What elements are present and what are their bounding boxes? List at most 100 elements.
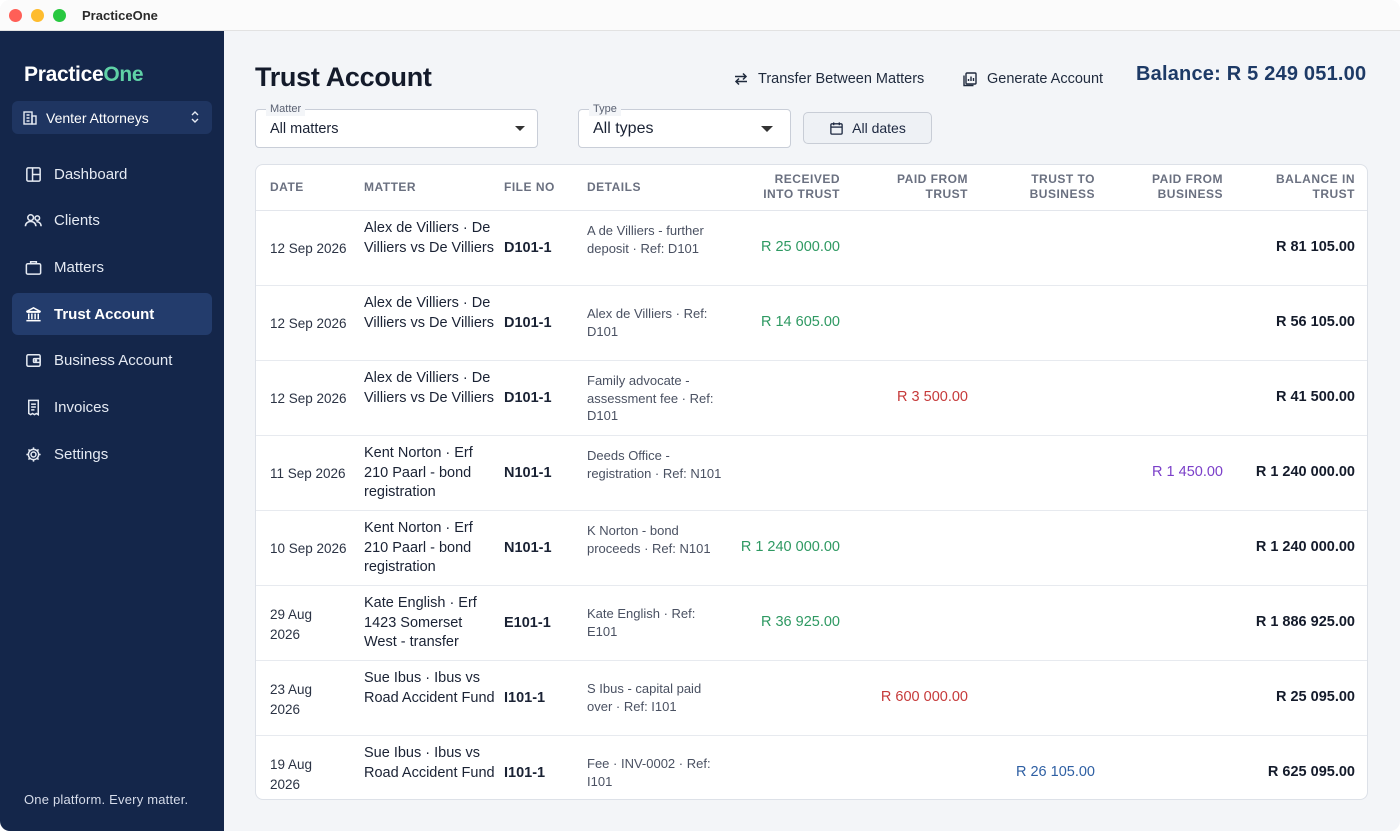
table-row[interactable]: 12 Sep 2026 Alex de Villiers · De Villie… — [256, 361, 1367, 436]
building-icon — [23, 110, 37, 125]
row-received-into-trust: R 14 605.00 — [760, 314, 840, 330]
sidebar-item-settings[interactable]: Settings — [12, 433, 212, 475]
row-balance-in-trust: R 625 095.00 — [1267, 764, 1355, 780]
generate-account-button[interactable]: Generate Account — [962, 71, 1103, 87]
row-balance-in-trust: R 81 105.00 — [1275, 239, 1355, 255]
receipt-icon — [27, 399, 40, 416]
date-filter-button[interactable]: All dates — [803, 112, 932, 144]
trust-transactions-table: DATE MATTER FILE NO DETAILS RECEIVED INTO… — [255, 164, 1368, 800]
row-paid-from-trust: R 600 000.00 — [880, 689, 968, 705]
trust-balance: Balance: R 5 249 051.00 — [1136, 63, 1367, 85]
row-file-no: N101-1 — [504, 465, 552, 481]
row-date: 11 Sep 2026 — [270, 466, 346, 481]
type-filter-value: All types — [593, 120, 654, 137]
row-file-no: I101-1 — [504, 765, 546, 781]
table-row[interactable]: 10 Sep 2026 Kent Norton · Erf 210 Paarl … — [256, 511, 1367, 586]
minimize-window-button[interactable] — [31, 9, 44, 22]
close-window-button[interactable] — [9, 9, 22, 22]
row-details: Deeds Office - registration · Ref: N101 — [587, 448, 722, 481]
row-matter: Alex de Villiers · De Villiers vs De Vil… — [364, 370, 494, 406]
row-received-into-trust: R 36 925.00 — [760, 614, 840, 630]
row-matter: Kent Norton · Erf 210 Paarl - bond regis… — [364, 520, 473, 575]
type-filter-label: Type — [589, 102, 621, 116]
row-balance-in-trust: R 25 095.00 — [1275, 689, 1355, 705]
sidebar-nav: Dashboard Clients Matters Trust Account … — [12, 153, 212, 480]
sidebar-tagline: One platform. Every matter. — [24, 792, 189, 807]
sidebar-item-invoices[interactable]: Invoices — [12, 386, 212, 428]
table-row[interactable]: 12 Sep 2026 Alex de Villiers · De Villie… — [256, 286, 1367, 361]
row-date: 12 Sep 2026 — [270, 316, 347, 331]
matter-filter-label: Matter — [266, 102, 306, 116]
row-date: 29 Aug 2026 — [270, 607, 313, 642]
column-header-details[interactable]: DETAILS — [587, 180, 641, 194]
organization-switcher[interactable]: Venter Attorneys — [12, 101, 212, 134]
zoom-window-button[interactable] — [53, 9, 66, 22]
column-header-date[interactable]: DATE — [270, 180, 304, 194]
row-date: 23 Aug 2026 — [270, 682, 313, 717]
row-paid-from-business: R 1 450.00 — [1152, 464, 1223, 480]
transfer-between-matters-button[interactable]: Transfer Between Matters — [733, 71, 924, 87]
table-header: DATE MATTER FILE NO DETAILS RECEIVED INTO… — [256, 165, 1367, 211]
row-details: Fee · INV-0002 · Ref: I101 — [587, 756, 711, 789]
sidebar-item-clients[interactable]: Clients — [12, 200, 212, 242]
row-date: 10 Sep 2026 — [270, 541, 347, 556]
main-content: Trust Account Transfer Between Matters G… — [224, 31, 1400, 831]
transfer-arrows-icon — [734, 72, 748, 86]
table-row[interactable]: 19 Aug 2026 Sue Ibus · Ibus vs Road Acci… — [256, 736, 1367, 799]
column-header-balance-in-trust[interactable]: BALANCE IN TRUST — [1276, 172, 1355, 201]
calendar-icon — [830, 121, 843, 135]
bank-icon — [26, 306, 41, 321]
sidebar-item-business-account[interactable]: Business Account — [12, 340, 212, 382]
caret-down-icon — [761, 126, 773, 132]
row-file-no: N101-1 — [504, 540, 552, 556]
row-date: 12 Sep 2026 — [270, 241, 347, 256]
column-header-paid-from-business[interactable]: PAID FROM BUSINESS — [1152, 172, 1223, 201]
column-header-trust-to-business[interactable]: TRUST TO BUSINESS — [1029, 172, 1095, 201]
row-received-into-trust: R 1 240 000.00 — [740, 539, 840, 555]
row-matter: Kent Norton · Erf 210 Paarl - bond regis… — [364, 445, 473, 500]
briefcase-icon — [25, 260, 42, 275]
table-row[interactable]: 29 Aug 2026 Kate English · Erf 1423 Some… — [256, 586, 1367, 661]
row-matter: Alex de Villiers · De Villiers vs De Vil… — [364, 220, 494, 256]
column-header-received-into-trust[interactable]: RECEIVED INTO TRUST — [763, 172, 840, 201]
table-row[interactable]: 12 Sep 2026 Alex de Villiers · De Villie… — [256, 211, 1367, 286]
wallet-icon — [26, 354, 41, 368]
row-matter: Sue Ibus · Ibus vs Road Accident Fund — [364, 745, 495, 781]
sidebar: PracticeOne Venter Attorneys Dashboard C… — [0, 31, 224, 831]
row-balance-in-trust: R 1 240 000.00 — [1255, 464, 1355, 480]
chevron-updown-icon — [191, 111, 199, 123]
dashboard-icon — [26, 166, 41, 182]
row-file-no: D101-1 — [504, 390, 552, 406]
row-matter: Alex de Villiers · De Villiers vs De Vil… — [364, 295, 494, 331]
row-file-no: E101-1 — [504, 615, 551, 631]
gear-icon — [26, 447, 41, 462]
caret-down-icon — [515, 126, 525, 131]
row-trust-to-business: R 26 105.00 — [1015, 764, 1095, 780]
row-paid-from-trust: R 3 500.00 — [897, 389, 968, 405]
row-file-no: I101-1 — [504, 690, 546, 706]
row-file-no: D101-1 — [504, 315, 552, 331]
window-title: PracticeOne — [82, 8, 158, 23]
page-title: Trust Account — [255, 62, 432, 92]
brand-logo: PracticeOne — [24, 63, 144, 86]
table-row[interactable]: 11 Sep 2026 Kent Norton · Erf 210 Paarl … — [256, 436, 1367, 511]
row-file-no: D101-1 — [504, 240, 552, 256]
sidebar-item-matters[interactable]: Matters — [12, 246, 212, 288]
row-received-into-trust: R 25 000.00 — [760, 239, 840, 255]
sidebar-item-dashboard[interactable]: Dashboard — [12, 153, 212, 195]
row-details: S Ibus - capital paid over · Ref: I101 — [587, 681, 702, 714]
type-filter-select[interactable]: Type All types — [578, 102, 791, 148]
row-date: 19 Aug 2026 — [270, 757, 313, 792]
column-header-file-no[interactable]: FILE NO — [504, 180, 555, 194]
document-icon — [963, 72, 977, 87]
row-details: Alex de Villiers · Ref: D101 — [587, 306, 708, 339]
column-header-paid-from-trust[interactable]: PAID FROM TRUST — [897, 172, 968, 201]
column-header-matter[interactable]: MATTER — [364, 180, 417, 194]
users-icon — [24, 214, 42, 227]
matter-filter-select[interactable]: Matter All matters — [255, 102, 538, 148]
row-matter: Sue Ibus · Ibus vs Road Accident Fund — [364, 670, 495, 706]
organization-name: Venter Attorneys — [46, 109, 149, 126]
table-row[interactable]: 23 Aug 2026 Sue Ibus · Ibus vs Road Acci… — [256, 661, 1367, 736]
sidebar-item-trust-account[interactable]: Trust Account — [12, 293, 212, 336]
